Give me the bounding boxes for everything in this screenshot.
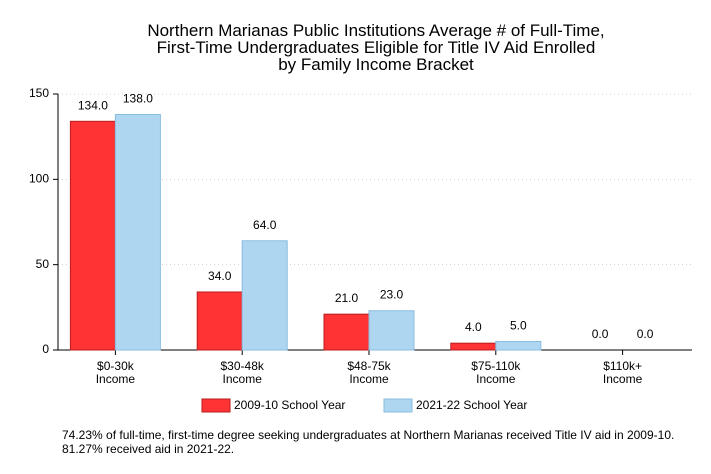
legend-swatch — [201, 398, 231, 413]
data-label: 0.0 — [592, 327, 609, 341]
chart-title-line: Northern Marianas Public Institutions Av… — [147, 21, 604, 40]
legend-swatch — [383, 398, 413, 413]
x-tick-label: Income — [476, 372, 516, 386]
data-label: 138.0 — [123, 91, 153, 105]
data-label: 21.0 — [335, 291, 359, 305]
x-axis-labels: $0-30kIncome$30-48kIncome$48-75kIncome$7… — [96, 359, 643, 386]
bars — [69, 113, 542, 351]
chart-title-line: by Family Income Bracket — [278, 55, 474, 74]
x-tick-label: Income — [349, 372, 389, 386]
data-label: 4.0 — [465, 320, 482, 334]
y-tick-label: 50 — [36, 257, 50, 271]
chart-title: Northern Marianas Public Institutions Av… — [147, 21, 604, 74]
data-label: 5.0 — [510, 318, 527, 332]
data-label: 23.0 — [380, 288, 404, 302]
x-tick-label: $110k+ — [603, 359, 642, 373]
legend-label: 2009-10 School Year — [234, 398, 345, 412]
data-label: 34.0 — [208, 269, 232, 283]
footnote: 74.23% of full-time, first-time degree s… — [62, 428, 675, 456]
bar — [69, 120, 116, 351]
legend-label: 2021-22 School Year — [416, 398, 527, 412]
gridlines — [58, 93, 692, 266]
data-label: 134.0 — [78, 98, 108, 112]
x-tick-label: $75-110k — [471, 359, 521, 373]
x-tick-label: $0-30k — [97, 359, 135, 373]
x-tick-label: $30-48k — [221, 359, 265, 373]
x-tick-label: Income — [223, 372, 263, 386]
y-tick-label: 100 — [29, 172, 49, 186]
data-label: 0.0 — [637, 327, 654, 341]
data-label: 64.0 — [253, 218, 277, 232]
y-tick-label: 0 — [42, 342, 49, 356]
legend: 2009-10 School Year 2021-22 School Year — [201, 398, 527, 413]
chart-title-line: First-Time Undergraduates Eligible for T… — [157, 38, 596, 57]
bar — [450, 342, 497, 351]
data-labels: 134.0 138.0 34.0 64.0 21.0 23.0 4.0 5.0 0.0 0.0 — [78, 91, 654, 341]
bar — [196, 291, 243, 351]
bar — [495, 340, 542, 351]
bar — [114, 113, 161, 351]
bar — [241, 240, 288, 351]
x-tick-label: $48-75k — [347, 359, 391, 373]
x-tick-label: Income — [96, 372, 136, 386]
y-tick-label: 150 — [29, 86, 49, 100]
bar — [368, 310, 415, 351]
x-tick-label: Income — [603, 372, 643, 386]
bar — [323, 313, 370, 351]
